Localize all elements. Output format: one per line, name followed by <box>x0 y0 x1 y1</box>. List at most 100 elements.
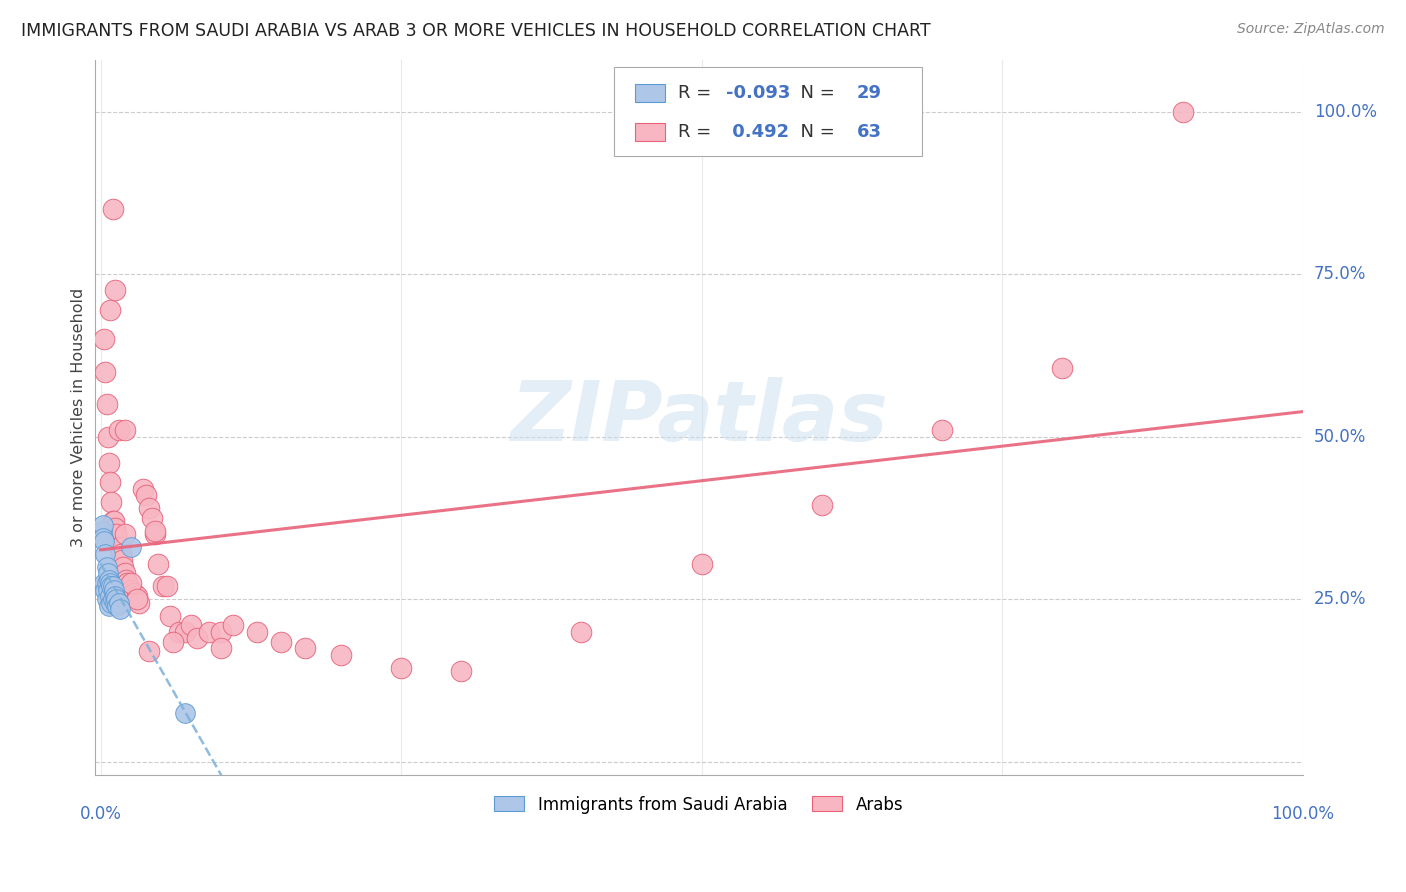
Y-axis label: 3 or more Vehicles in Household: 3 or more Vehicles in Household <box>72 287 86 547</box>
Point <box>100 596 122 610</box>
Point <box>138 644 160 658</box>
Point <box>107 596 129 610</box>
Text: 25.0%: 25.0% <box>1315 591 1367 608</box>
Point <box>93 576 115 591</box>
Text: 100.0%: 100.0% <box>1271 805 1334 823</box>
Text: -0.093: -0.093 <box>727 85 790 103</box>
Point <box>197 624 219 639</box>
Point <box>98 302 121 317</box>
Point <box>96 397 118 411</box>
Point <box>131 482 153 496</box>
Point <box>107 599 129 613</box>
Point <box>94 547 117 561</box>
Point <box>209 624 232 639</box>
Point <box>143 524 166 538</box>
Point <box>571 624 593 639</box>
Point <box>931 423 953 437</box>
Legend: Immigrants from Saudi Arabia, Arabs: Immigrants from Saudi Arabia, Arabs <box>488 789 910 821</box>
Point <box>115 576 138 591</box>
Point <box>180 618 202 632</box>
Point <box>98 573 121 587</box>
Text: N =: N = <box>789 85 841 103</box>
Point <box>138 501 160 516</box>
Text: 0.492: 0.492 <box>727 123 790 141</box>
Text: 29: 29 <box>858 85 882 103</box>
Point <box>690 557 713 571</box>
Point <box>294 641 316 656</box>
Text: 50.0%: 50.0% <box>1315 428 1367 446</box>
Point <box>125 589 148 603</box>
Point <box>120 541 142 555</box>
Text: N =: N = <box>789 123 841 141</box>
Point <box>97 582 120 597</box>
Point <box>111 553 134 567</box>
Point <box>97 430 120 444</box>
Text: 63: 63 <box>858 123 882 141</box>
Point <box>389 660 412 674</box>
FancyBboxPatch shape <box>634 85 665 103</box>
FancyBboxPatch shape <box>634 123 665 141</box>
Point <box>100 579 122 593</box>
Point <box>167 624 190 639</box>
Point <box>1052 361 1074 376</box>
Point <box>122 586 145 600</box>
Text: Source: ZipAtlas.com: Source: ZipAtlas.com <box>1237 22 1385 37</box>
Text: IMMIGRANTS FROM SAUDI ARABIA VS ARAB 3 OR MORE VEHICLES IN HOUSEHOLD CORRELATION: IMMIGRANTS FROM SAUDI ARABIA VS ARAB 3 O… <box>21 22 931 40</box>
Point <box>104 521 127 535</box>
Point <box>114 527 136 541</box>
Text: 75.0%: 75.0% <box>1315 265 1367 283</box>
Point <box>114 423 136 437</box>
Point <box>162 634 184 648</box>
Point <box>1171 104 1194 119</box>
Point <box>107 541 129 555</box>
Point <box>125 592 148 607</box>
Text: 0.0%: 0.0% <box>80 805 121 823</box>
Point <box>98 576 121 591</box>
Point <box>97 566 120 581</box>
Point <box>103 514 125 528</box>
Point <box>112 559 135 574</box>
Point <box>98 599 121 613</box>
Point <box>93 332 115 346</box>
Point <box>128 596 150 610</box>
Point <box>96 576 118 591</box>
Point <box>96 592 118 607</box>
Point <box>159 608 181 623</box>
Point <box>94 365 117 379</box>
Point <box>100 495 122 509</box>
Point <box>330 648 353 662</box>
Point <box>173 624 195 639</box>
Point <box>104 284 127 298</box>
Text: R =: R = <box>678 85 717 103</box>
FancyBboxPatch shape <box>614 67 922 156</box>
Point <box>108 602 131 616</box>
Point <box>98 475 121 490</box>
Point <box>91 517 114 532</box>
Point <box>105 592 128 607</box>
Point <box>114 566 136 581</box>
Point <box>186 632 208 646</box>
Point <box>222 618 245 632</box>
Point <box>141 511 163 525</box>
Point <box>103 582 125 597</box>
Point <box>104 596 127 610</box>
Point <box>101 514 124 528</box>
Point <box>156 579 179 593</box>
Text: 100.0%: 100.0% <box>1315 103 1376 120</box>
Point <box>135 488 157 502</box>
Point <box>93 533 115 548</box>
Point <box>811 498 834 512</box>
Point <box>94 582 117 597</box>
Point <box>107 423 129 437</box>
Point <box>110 547 132 561</box>
Point <box>104 589 127 603</box>
Point <box>143 527 166 541</box>
Point <box>450 664 472 678</box>
Point <box>98 589 121 603</box>
Point <box>270 634 292 648</box>
Point <box>114 573 136 587</box>
Point <box>173 706 195 720</box>
Point <box>105 527 128 541</box>
Text: R =: R = <box>678 123 723 141</box>
Point <box>209 641 232 656</box>
